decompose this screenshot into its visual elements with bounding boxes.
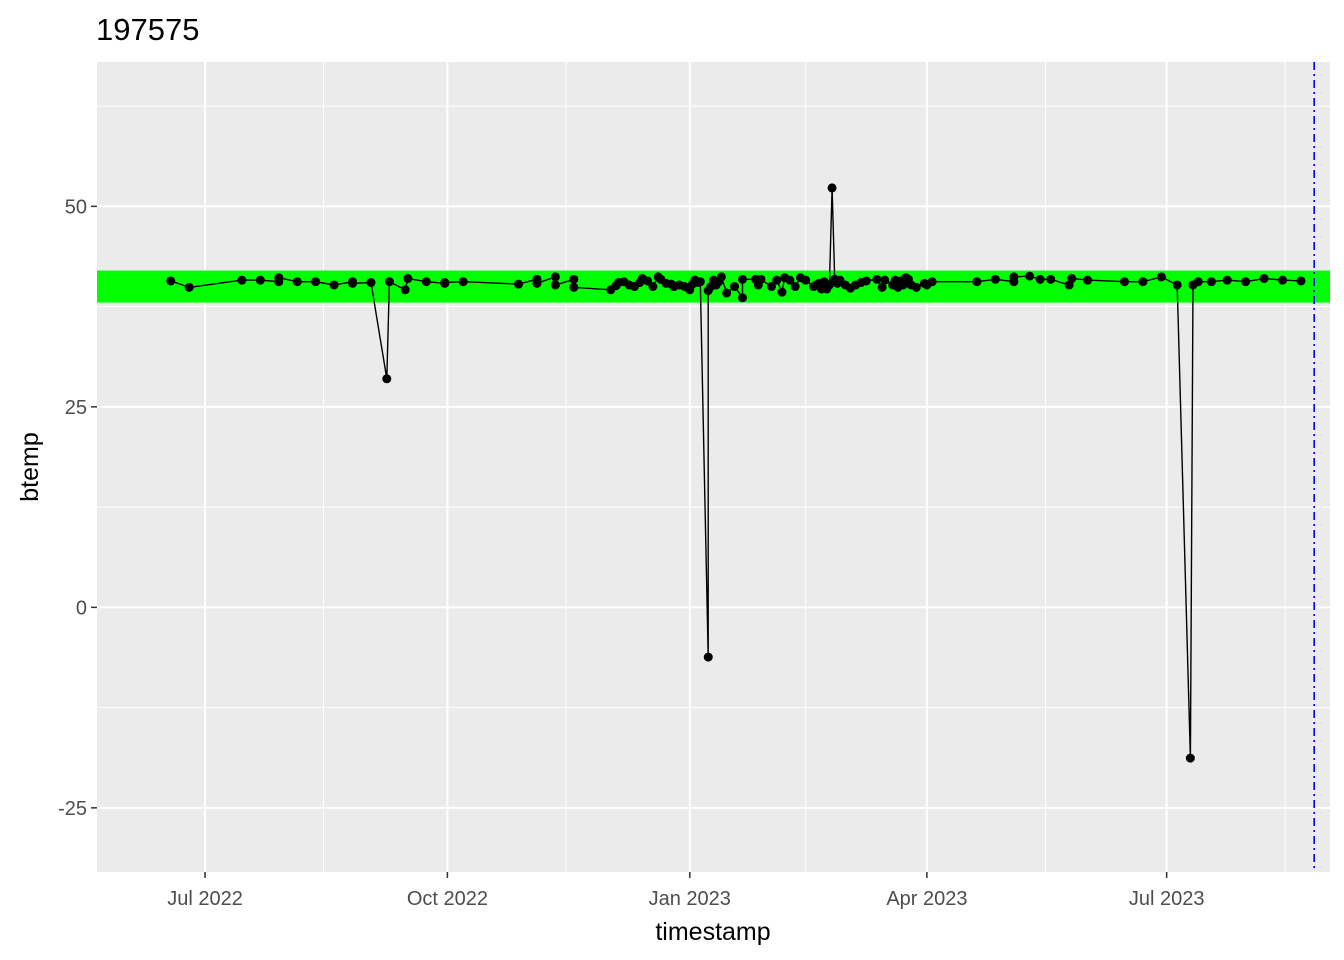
x-tick-label: Jul 2023 [1129,888,1205,910]
data-point [1035,274,1045,284]
data-point [827,183,837,193]
data-point [898,280,908,290]
y-tick-label: 25 [65,397,87,419]
data-point [737,274,747,284]
data-point [648,282,658,292]
data-point [569,274,579,284]
data-point [1241,277,1251,287]
y-axis-ticks: -25 0 25 50 [58,196,97,820]
data-points [166,183,1306,763]
chart-title: 197575 [96,12,199,47]
data-point [382,374,392,384]
data-point [1025,271,1035,281]
data-point [1067,274,1077,284]
data-point [695,277,705,287]
data-point [772,275,782,285]
y-tick-label: -25 [58,798,87,820]
major-gridlines [97,62,1330,872]
data-point [730,282,740,292]
data-point [1206,277,1216,287]
data-point [514,279,524,289]
data-point [737,293,747,303]
data-point [1120,277,1129,287]
data-point [1009,272,1019,282]
data-point [255,275,265,285]
data-point [766,282,776,292]
data-point [790,282,800,292]
data-point [716,272,726,282]
x-tick-label: Jan 2023 [649,888,731,910]
data-point [384,277,394,287]
data-point [643,276,653,286]
x-axis-ticks: Jul 2022 Oct 2022 Jan 2023 Apr 2023 Jul 2023 [167,872,1204,910]
data-point [824,280,834,290]
data-point [877,282,887,292]
data-point [1222,275,1232,285]
data-point [927,277,937,287]
data-point [990,274,1000,284]
data-point [1296,276,1306,286]
data-point [861,276,871,286]
y-axis-title: btemp [16,432,44,501]
x-axis-title: timestamp [655,918,770,946]
data-point [440,278,450,288]
data-point [400,285,410,295]
plot-panel [97,62,1330,872]
data-point [1278,275,1288,285]
data-point [1193,277,1203,287]
data-point [166,276,176,286]
data-point [311,277,321,287]
data-point [458,277,468,287]
data-point [184,282,194,292]
data-point [1259,274,1269,284]
x-tick-label: Apr 2023 [886,888,967,910]
data-point [777,287,787,297]
data-point [1138,277,1148,287]
data-point [703,652,713,662]
data-point [722,288,732,298]
data-point [880,275,890,285]
data-point [421,277,431,287]
data-point [366,278,376,288]
data-point [1046,274,1056,284]
data-point [550,272,560,282]
data-point [348,278,358,288]
data-point [972,277,982,287]
minor-gridlines [97,62,1330,872]
y-tick-label: 0 [76,597,87,619]
data-point [550,280,560,290]
data-point [785,275,795,285]
data-point [237,275,247,285]
data-point [292,277,302,287]
data-point [872,274,882,284]
data-point [756,274,766,284]
data-point [911,282,921,292]
x-tick-label: Oct 2022 [407,888,488,910]
data-point [1083,275,1093,285]
x-tick-label: Jul 2022 [167,888,243,910]
data-point [532,278,542,288]
data-point [801,275,811,285]
data-point [329,280,339,290]
data-point [274,273,284,283]
data-point [403,274,413,284]
y-tick-label: 50 [65,196,87,218]
data-point [1156,272,1166,282]
data-point [1185,753,1195,763]
data-point [1172,280,1182,290]
data-point [569,282,579,292]
